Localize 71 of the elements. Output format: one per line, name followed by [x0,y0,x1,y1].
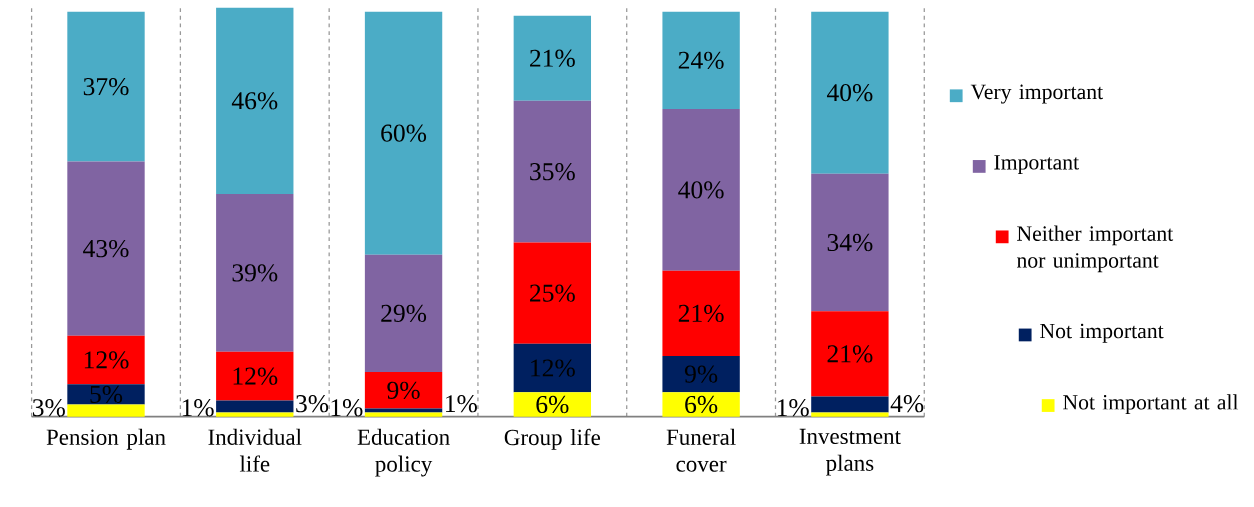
legend-label: Important [994,155,1079,175]
bar [216,400,294,413]
x-tick-label: Education policy [357,428,450,477]
data-label: 1% [182,399,214,417]
bar [67,335,145,385]
data-label: 60% [381,124,427,143]
data-label: 29% [381,304,427,323]
bar [67,404,145,417]
data-label: 43% [83,240,129,258]
x-tick-label: Individual life [208,428,302,472]
data-label: 1% [777,399,809,417]
x-tick-label: Pension plan [46,428,166,450]
bar [811,412,889,417]
bar [811,311,889,397]
legend-label: Not important [1040,323,1164,343]
bar [364,412,443,417]
bar [513,15,592,101]
data-label: 3% [32,399,65,417]
data-label: 40% [678,181,724,199]
legend-label: Neither important nor unimportant [1016,225,1174,273]
data-label: 46% [231,92,278,110]
data-label: 35% [530,163,575,181]
data-label: 40% [826,84,873,102]
data-label: 39% [232,264,278,282]
bar [67,161,145,336]
bar [662,392,740,417]
x-tick-label: Group life [504,428,601,451]
data-label: 1% [331,399,363,417]
bar [811,396,889,413]
data-label: 4% [890,395,924,413]
data-label: 21% [678,304,724,323]
x-tick-label: Funeral cover [666,428,736,472]
data-label: 25% [530,284,575,302]
bar [364,372,443,409]
legend-label: Very important [970,84,1104,104]
bar [662,356,740,393]
bar [216,352,294,401]
bar [67,11,145,162]
data-label: 12% [233,367,278,385]
data-label: 9% [684,365,718,383]
bar [662,109,740,272]
data-label: 34% [827,234,873,252]
data-label: 24% [678,51,724,70]
legend-label: Not important at all [1063,394,1239,415]
bar [662,271,740,357]
data-label: 6% [685,395,718,414]
bar [513,343,592,393]
data-label: 1% [446,395,477,413]
bar [364,408,443,413]
data-label: 21% [530,49,575,68]
data-label: 21% [827,345,873,363]
data-label: 12% [531,359,575,377]
bar [513,100,592,243]
data-label: 5% [90,385,123,404]
bar [364,11,443,255]
data-label: 6% [536,395,569,414]
data-label: 37% [83,78,129,96]
bar [67,384,145,405]
data-label: 3% [296,395,329,413]
bar [513,242,592,344]
x-tick-label: Investment plans [799,428,901,476]
bar [216,7,294,195]
bar [662,11,740,110]
data-label: 12% [84,351,129,369]
data-label: 9% [387,381,420,400]
bar [811,173,889,312]
bar [216,194,294,353]
bar [216,412,294,417]
bar [364,254,443,373]
bar [513,392,592,417]
bar [811,11,889,174]
